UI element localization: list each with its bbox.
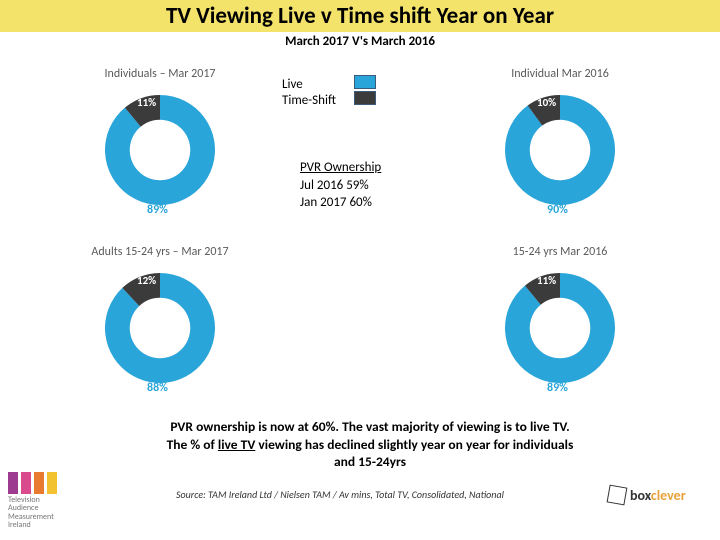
boxclever-prefix: box xyxy=(630,487,651,504)
timeshift-pct-label: 10% xyxy=(537,96,556,109)
source-citation: Source: TAM Ireland Ltd / Nielsen TAM / … xyxy=(176,488,504,501)
tam-logo-bars xyxy=(8,472,88,494)
summary-text: PVR ownership is now at 60%. The vast ma… xyxy=(160,418,580,471)
boxclever-suffix: clever xyxy=(651,487,686,504)
legend-live-label: Live xyxy=(282,77,303,93)
donut-chart-ind2017: Individuals – Mar 2017 11% 89% xyxy=(70,67,250,215)
boxclever-cube-icon xyxy=(607,485,628,506)
chart-title: Individual Mar 2016 xyxy=(470,67,650,81)
donut-chart-young2017: Adults 15-24 yrs – Mar 2017 12% 88% xyxy=(70,245,250,393)
boxclever-logo: boxclever xyxy=(608,486,704,504)
legend-row-timeshift: Time-Shift xyxy=(282,93,336,109)
tam-logo-text: TelevisionAudienceMeasurementIreland xyxy=(8,496,88,530)
timeshift-pct-label: 11% xyxy=(537,274,556,287)
boxclever-text: boxclever xyxy=(630,487,686,504)
live-pct-label: 89% xyxy=(547,381,568,395)
tam-bar xyxy=(8,472,18,494)
content-area: Live Time-Shift PVR Ownership Jul 2016 5… xyxy=(0,49,720,459)
page-title: TV Viewing Live v Time shift Year on Yea… xyxy=(166,2,554,30)
donut-chart-young2016: 15-24 yrs Mar 2016 11% 89% xyxy=(470,245,650,393)
donut-wrap: 12% 88% xyxy=(95,263,225,393)
donut-chart-ind2016: Individual Mar 2016 10% 90% xyxy=(470,67,650,215)
timeshift-pct-label: 12% xyxy=(137,274,156,287)
pvr-ownership-box: PVR Ownership Jul 2016 59% Jan 2017 60% xyxy=(300,159,381,212)
live-pct-label: 88% xyxy=(147,381,168,395)
page-subtitle: March 2017 V's March 2016 xyxy=(0,34,720,49)
live-pct-label: 90% xyxy=(547,203,568,217)
pvr-row: Jan 2017 60% xyxy=(300,194,381,212)
pvr-ownership-heading: PVR Ownership xyxy=(300,159,381,177)
tam-bar xyxy=(34,472,44,494)
chart-title: Adults 15-24 yrs – Mar 2017 xyxy=(70,245,250,259)
title-band: TV Viewing Live v Time shift Year on Yea… xyxy=(0,0,720,32)
pvr-value: 60% xyxy=(349,195,371,210)
donut-wrap: 11% 89% xyxy=(95,85,225,215)
pvr-period: Jul 2016 xyxy=(300,178,343,193)
tam-bar xyxy=(21,472,31,494)
legend: Live Time-Shift xyxy=(282,77,336,110)
slide-page: TV Viewing Live v Time shift Year on Yea… xyxy=(0,0,720,540)
donut-wrap: 10% 90% xyxy=(495,85,625,215)
tam-logo: TelevisionAudienceMeasurementIreland xyxy=(8,472,88,530)
legend-timeshift-label: Time-Shift xyxy=(282,93,336,109)
legend-swatches xyxy=(354,75,376,105)
tam-bar xyxy=(47,472,57,494)
timeshift-pct-label: 11% xyxy=(137,96,156,109)
live-pct-label: 89% xyxy=(147,203,168,217)
donut-wrap: 11% 89% xyxy=(495,263,625,393)
legend-swatch-timeshift xyxy=(354,91,376,105)
legend-swatch-live xyxy=(354,75,376,89)
chart-title: Individuals – Mar 2017 xyxy=(70,67,250,81)
pvr-period: Jan 2017 xyxy=(300,195,347,210)
legend-row-live: Live xyxy=(282,77,336,93)
chart-title: 15-24 yrs Mar 2016 xyxy=(470,245,650,259)
pvr-row: Jul 2016 59% xyxy=(300,177,381,195)
pvr-value: 59% xyxy=(346,178,368,193)
